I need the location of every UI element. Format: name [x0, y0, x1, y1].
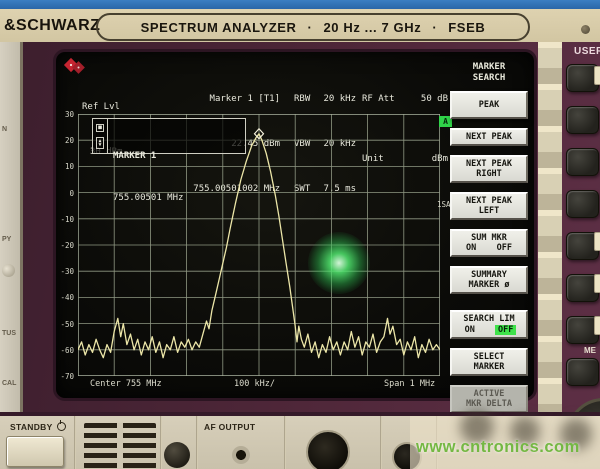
- model-number: FSEB: [448, 19, 486, 35]
- user-key-label: USER: [574, 46, 600, 57]
- y-axis-tick: 20: [64, 136, 74, 146]
- y-axis-tick: -50: [60, 319, 74, 329]
- volume-knob[interactable]: [164, 442, 190, 468]
- frequency-range: 20 Hz ... 7 GHz: [323, 19, 422, 35]
- marker-box-text: MARKER 1 755.00501 MHz: [108, 119, 183, 203]
- panel-divider: [74, 416, 76, 469]
- softkey-next-peak-left[interactable]: NEXT PEAK LEFT: [450, 192, 528, 220]
- banner: &SCHWARZ SPECTRUM ANALYZER · 20 Hz ... 7…: [0, 9, 600, 43]
- softkey-hw-button-2[interactable]: [566, 106, 599, 134]
- separator-dot: ·: [307, 19, 313, 35]
- softkey-peak[interactable]: PEAK: [450, 91, 528, 119]
- user-key[interactable]: [594, 66, 600, 85]
- trace-detector-label: 1SA: [437, 200, 451, 209]
- unit-label: Unit: [362, 154, 384, 164]
- softkey-hw-button-8[interactable]: [566, 358, 599, 386]
- marker-info-box: ■ ▲ ▼ MARKER 1 755.00501 MHz: [92, 118, 246, 203]
- af-output-label: AF OUTPUT: [204, 422, 256, 432]
- softkey-active-mkr-delta[interactable]: ACTIVE MKR DELTA: [450, 385, 528, 412]
- watermark: www.cntronics.com: [416, 438, 580, 456]
- instrument-title: SPECTRUM ANALYZER: [140, 19, 297, 35]
- marker-frequency-value: 755.00501002 MHz: [193, 184, 280, 194]
- y-axis-tick: -20: [60, 241, 74, 250]
- standby-label: STANDBY: [10, 420, 66, 432]
- softkey-sum-mkr-on-off[interactable]: SUM MKR ON OFF: [450, 229, 528, 257]
- softkey-hw-button-3[interactable]: [566, 148, 599, 176]
- panel-divider: [160, 416, 162, 469]
- marker-box-name: MARKER 1: [113, 151, 157, 161]
- rohde-schwarz-logo-icon: [63, 57, 85, 74]
- span-label: Span 1 MHz: [384, 379, 436, 389]
- marker-title: Marker 1 [T1]: [209, 94, 280, 104]
- menu-label-fragment: ME: [584, 346, 596, 355]
- hardware-key-column: [564, 42, 600, 412]
- rf-att-value: 50 dB: [420, 94, 448, 104]
- panel-text-fragment: CAL: [2, 380, 17, 387]
- softkey-next-peak[interactable]: NEXT PEAK: [450, 128, 528, 146]
- trace-1: [78, 133, 440, 359]
- marker-updown-icon[interactable]: ▲ ▼: [96, 136, 104, 149]
- marker-box-frequency: 755.00501 MHz: [113, 193, 184, 203]
- y-axis-tick: -40: [60, 293, 74, 303]
- neighbor-knob[interactable]: [2, 264, 15, 277]
- rbw-value: 20 kHz: [323, 94, 356, 104]
- standby-power-button[interactable]: [6, 436, 64, 467]
- panel-divider: [196, 416, 198, 469]
- softkey-rail: [538, 42, 562, 412]
- panel-divider: [380, 416, 382, 469]
- crt-screen: Ref Lvl 30 dBm Marker 1 [T1] 22.45 dBm 7…: [56, 52, 534, 412]
- rf-att-label: RF Att: [362, 94, 395, 104]
- marker-diamond-icon: [253, 127, 265, 140]
- y-axis-tick: 30: [64, 110, 74, 119]
- panel-key[interactable]: [594, 316, 600, 335]
- panel-divider: [284, 416, 286, 469]
- ref-level-label: Ref Lvl: [82, 102, 120, 112]
- blurred-foreground: [410, 410, 600, 469]
- y-axis-ticks: 30 20 10 0 -10 -20 -30 -40 -50 -60 -70: [56, 110, 75, 381]
- softkey-next-peak-right[interactable]: NEXT PEAK RIGHT: [450, 155, 528, 183]
- swt-label: SWT: [294, 184, 311, 194]
- device-face: N PY TUS CAL Ref Lvl 30 dBm Marker 1 [T1…: [0, 42, 600, 412]
- y-axis-tick: 0: [69, 188, 74, 198]
- screw-icon: [581, 25, 590, 34]
- panel-key[interactable]: [594, 232, 600, 251]
- per-division-label: 100 kHz/: [234, 379, 275, 389]
- ventilation-grille: [84, 423, 156, 469]
- softkey-menu-title: MARKER SEARCH: [472, 62, 506, 83]
- y-axis-tick: -60: [60, 345, 74, 355]
- softkey-search-lim[interactable]: SEARCH LIM ON OFF: [450, 310, 528, 339]
- marker-box-icons: ■ ▲ ▼: [93, 119, 108, 153]
- af-output-jack[interactable]: [232, 446, 250, 464]
- probe-connector[interactable]: [306, 430, 350, 469]
- marker-square-icon: ■: [96, 123, 104, 132]
- vbw-label: VBW: [294, 139, 311, 149]
- panel-key[interactable]: [594, 274, 600, 293]
- adjacent-instrument-panel: N PY TUS CAL: [0, 42, 23, 412]
- panel-text-fragment: TUS: [2, 330, 16, 337]
- softkey-hw-button-6[interactable]: [566, 274, 599, 302]
- softkey-select-marker[interactable]: SELECT MARKER: [450, 348, 528, 376]
- vbw-value: 20 kHz: [323, 139, 356, 149]
- model-nameplate: SPECTRUM ANALYZER · 20 Hz ... 7 GHz · FS…: [96, 13, 530, 41]
- y-axis-tick: -10: [60, 214, 74, 224]
- y-axis-tick: 10: [64, 162, 74, 172]
- softkey-hw-button-4[interactable]: [566, 190, 599, 218]
- softkey-column: MARKER SEARCH PEAK NEXT PEAK NEXT PEAK RIGH…: [448, 62, 530, 412]
- softkey-hw-button-7[interactable]: [566, 316, 599, 344]
- separator-dot: ·: [432, 19, 438, 35]
- y-axis-tick: -70: [60, 372, 74, 381]
- trace-a-flag: A: [439, 116, 452, 127]
- center-frequency-label: Center 755 MHz: [90, 379, 162, 389]
- rbw-label: RBW: [294, 94, 311, 104]
- softkey-hw-button-5[interactable]: [566, 232, 599, 260]
- y-axis-tick: -30: [60, 267, 74, 277]
- background-strip: [0, 0, 600, 9]
- softkey-summary-marker[interactable]: SUMMARY MARKER ø: [450, 266, 528, 294]
- brand-label: &SCHWARZ: [4, 17, 101, 34]
- panel-text-fragment: PY: [2, 236, 12, 243]
- bottom-panel: STANDBY AF OUTPUT www.cntronics.com: [0, 410, 600, 469]
- panel-text-fragment: N: [2, 126, 8, 133]
- power-icon: [56, 420, 66, 431]
